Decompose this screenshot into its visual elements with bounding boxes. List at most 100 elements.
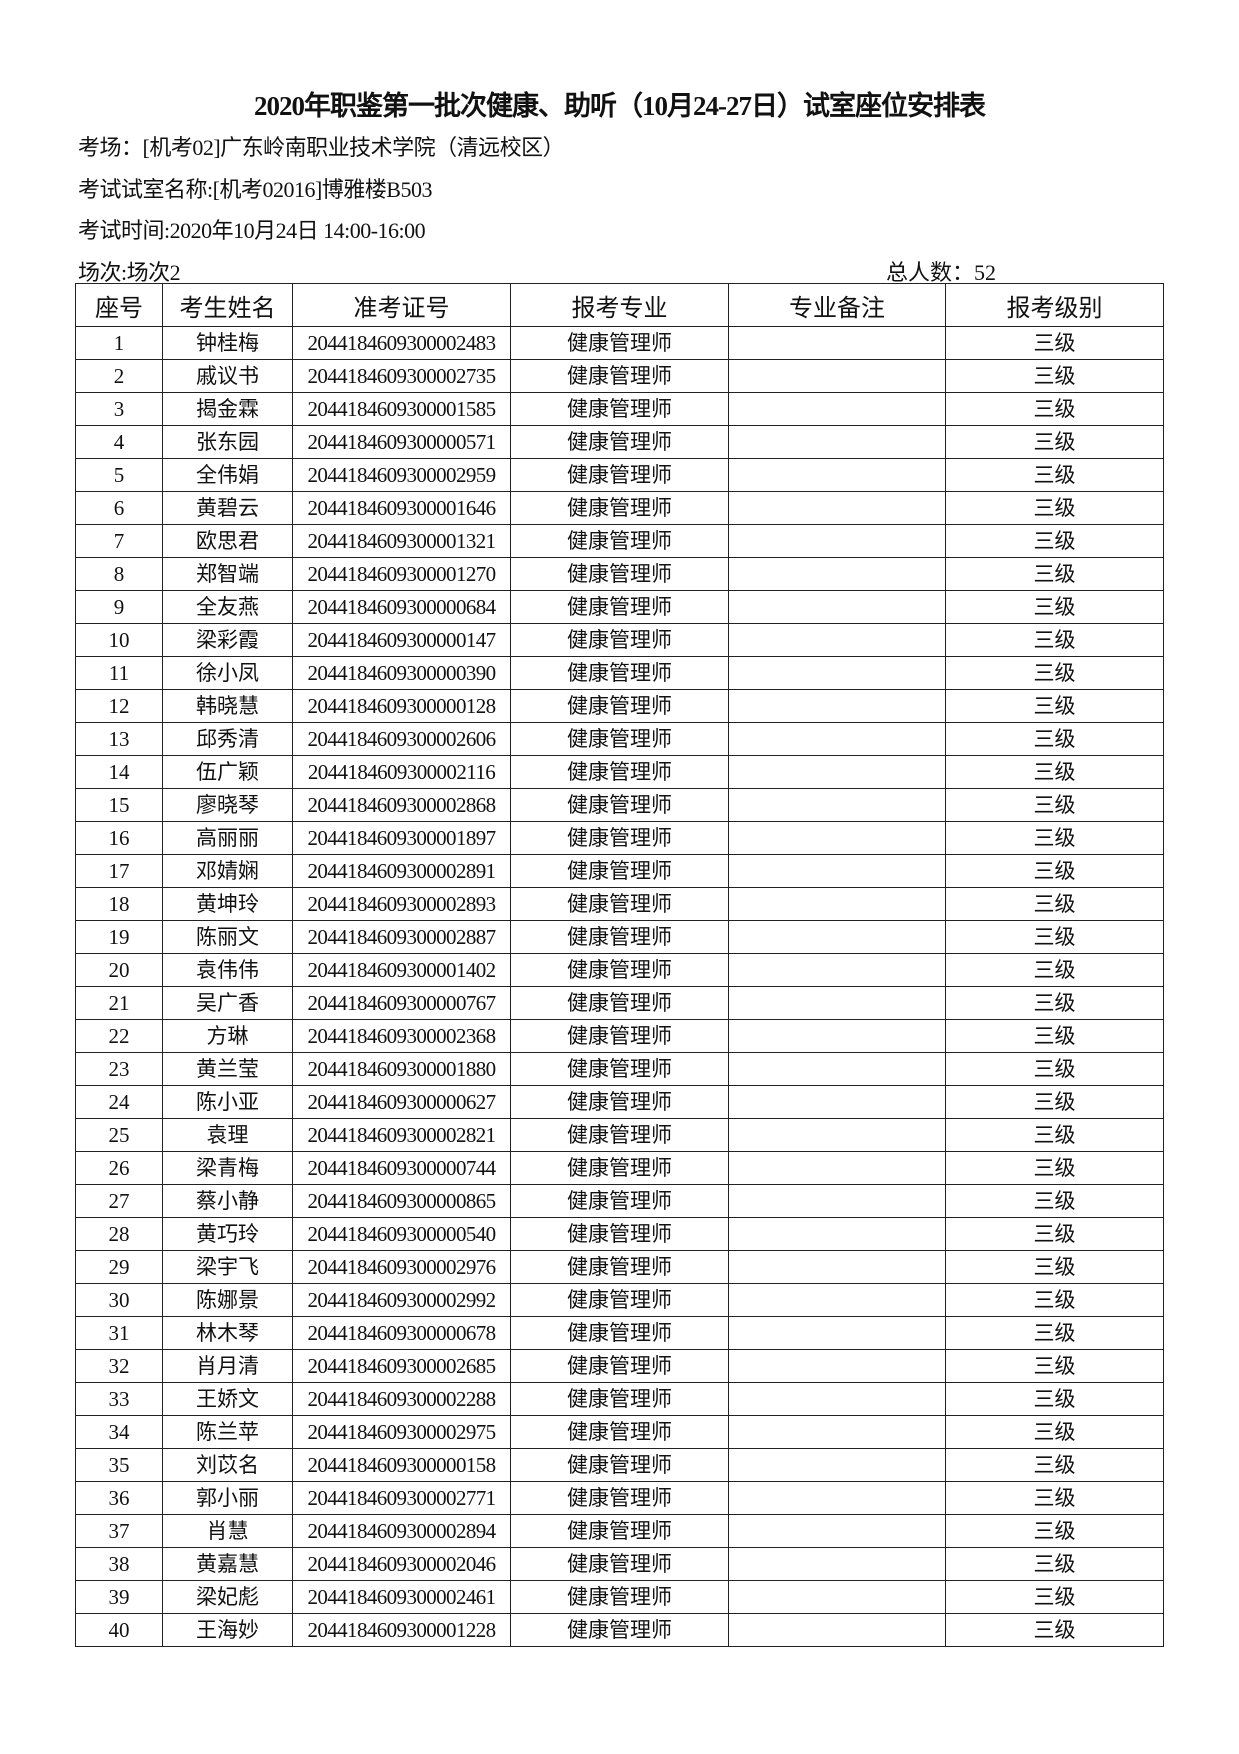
seat-cell: 8	[75, 557, 163, 591]
table-row: 13 邱秀清 2044184609300002606 健康管理师 三级	[75, 722, 1164, 756]
level-cell: 三级	[945, 1052, 1164, 1086]
major-cell: 健康管理师	[510, 1481, 729, 1515]
ticket-cell: 2044184609300000158	[292, 1448, 511, 1482]
note-cell	[728, 722, 946, 756]
name-cell: 陈兰苹	[162, 1415, 293, 1449]
name-cell: 黄兰莹	[162, 1052, 293, 1086]
ticket-cell: 2044184609300000147	[292, 623, 511, 657]
note-cell	[728, 1019, 946, 1053]
table-row: 11 徐小凤 2044184609300000390 健康管理师 三级	[75, 656, 1164, 690]
seat-cell: 14	[75, 755, 163, 789]
table-row: 3 揭金霖 2044184609300001585 健康管理师 三级	[75, 392, 1164, 426]
note-cell	[728, 1382, 946, 1416]
table-row: 12 韩晓慧 2044184609300000128 健康管理师 三级	[75, 689, 1164, 723]
table-row: 25 袁理 2044184609300002821 健康管理师 三级	[75, 1118, 1164, 1152]
table-row: 22 方琳 2044184609300002368 健康管理师 三级	[75, 1019, 1164, 1053]
major-cell: 健康管理师	[510, 1316, 729, 1350]
seat-cell: 3	[75, 392, 163, 426]
table-row: 29 梁宇飞 2044184609300002976 健康管理师 三级	[75, 1250, 1164, 1284]
seat-cell: 12	[75, 689, 163, 723]
major-cell: 健康管理师	[510, 722, 729, 756]
level-cell: 三级	[945, 1415, 1164, 1449]
major-cell: 健康管理师	[510, 986, 729, 1020]
ticket-cell: 2044184609300001880	[292, 1052, 511, 1086]
seat-cell: 33	[75, 1382, 163, 1416]
name-cell: 肖慧	[162, 1514, 293, 1548]
note-cell	[728, 1481, 946, 1515]
seat-cell: 34	[75, 1415, 163, 1449]
level-cell: 三级	[945, 788, 1164, 822]
name-cell: 刘苡名	[162, 1448, 293, 1482]
major-cell: 健康管理师	[510, 821, 729, 855]
note-cell	[728, 1283, 946, 1317]
seat-cell: 6	[75, 491, 163, 525]
major-cell: 健康管理师	[510, 887, 729, 921]
ticket-cell: 2044184609300002976	[292, 1250, 511, 1284]
note-cell	[728, 920, 946, 954]
table-row: 20 袁伟伟 2044184609300001402 健康管理师 三级	[75, 953, 1164, 987]
major-cell: 健康管理师	[510, 458, 729, 492]
seat-cell: 31	[75, 1316, 163, 1350]
major-cell: 健康管理师	[510, 1184, 729, 1218]
major-cell: 健康管理师	[510, 854, 729, 888]
note-cell	[728, 1052, 946, 1086]
level-cell: 三级	[945, 1580, 1164, 1614]
note-cell	[728, 392, 946, 426]
header-note: 专业备注	[728, 283, 946, 327]
name-cell: 梁妃彪	[162, 1580, 293, 1614]
major-cell: 健康管理师	[510, 788, 729, 822]
major-cell: 健康管理师	[510, 1217, 729, 1251]
level-cell: 三级	[945, 359, 1164, 393]
ticket-cell: 2044184609300002975	[292, 1415, 511, 1449]
table-row: 10 梁彩霞 2044184609300000147 健康管理师 三级	[75, 623, 1164, 657]
name-cell: 王娇文	[162, 1382, 293, 1416]
ticket-cell: 2044184609300001270	[292, 557, 511, 591]
major-cell: 健康管理师	[510, 524, 729, 558]
ticket-cell: 2044184609300000767	[292, 986, 511, 1020]
note-cell	[728, 425, 946, 459]
seat-cell: 28	[75, 1217, 163, 1251]
level-cell: 三级	[945, 953, 1164, 987]
seat-cell: 11	[75, 656, 163, 690]
table-row: 15 廖晓琴 2044184609300002868 健康管理师 三级	[75, 788, 1164, 822]
major-cell: 健康管理师	[510, 1580, 729, 1614]
ticket-cell: 2044184609300002868	[292, 788, 511, 822]
note-cell	[728, 755, 946, 789]
name-cell: 廖晓琴	[162, 788, 293, 822]
note-cell	[728, 1448, 946, 1482]
table-row: 32 肖月清 2044184609300002685 健康管理师 三级	[75, 1349, 1164, 1383]
ticket-cell: 2044184609300000865	[292, 1184, 511, 1218]
note-cell	[728, 1316, 946, 1350]
level-cell: 三级	[945, 1514, 1164, 1548]
ticket-cell: 2044184609300002685	[292, 1349, 511, 1383]
table-row: 38 黄嘉慧 2044184609300002046 健康管理师 三级	[75, 1547, 1164, 1581]
seat-cell: 32	[75, 1349, 163, 1383]
major-cell: 健康管理师	[510, 656, 729, 690]
level-cell: 三级	[945, 458, 1164, 492]
table-row: 24 陈小亚 2044184609300000627 健康管理师 三级	[75, 1085, 1164, 1119]
ticket-cell: 2044184609300002046	[292, 1547, 511, 1581]
level-cell: 三级	[945, 1316, 1164, 1350]
table-row: 35 刘苡名 2044184609300000158 健康管理师 三级	[75, 1448, 1164, 1482]
name-cell: 王海妙	[162, 1613, 293, 1647]
level-cell: 三级	[945, 1217, 1164, 1251]
seat-cell: 25	[75, 1118, 163, 1152]
level-cell: 三级	[945, 1250, 1164, 1284]
note-cell	[728, 1151, 946, 1185]
name-cell: 蔡小静	[162, 1184, 293, 1218]
major-cell: 健康管理师	[510, 1613, 729, 1647]
major-cell: 健康管理师	[510, 1085, 729, 1119]
ticket-cell: 2044184609300002959	[292, 458, 511, 492]
table-row: 40 王海妙 2044184609300001228 健康管理师 三级	[75, 1613, 1164, 1647]
major-cell: 健康管理师	[510, 755, 729, 789]
table-row: 19 陈丽文 2044184609300002887 健康管理师 三级	[75, 920, 1164, 954]
level-cell: 三级	[945, 326, 1164, 360]
name-cell: 吴广香	[162, 986, 293, 1020]
level-cell: 三级	[945, 425, 1164, 459]
ticket-cell: 2044184609300002771	[292, 1481, 511, 1515]
ticket-cell: 2044184609300001402	[292, 953, 511, 987]
note-cell	[728, 623, 946, 657]
name-cell: 郑智端	[162, 557, 293, 591]
name-cell: 林木琴	[162, 1316, 293, 1350]
ticket-cell: 2044184609300002894	[292, 1514, 511, 1548]
